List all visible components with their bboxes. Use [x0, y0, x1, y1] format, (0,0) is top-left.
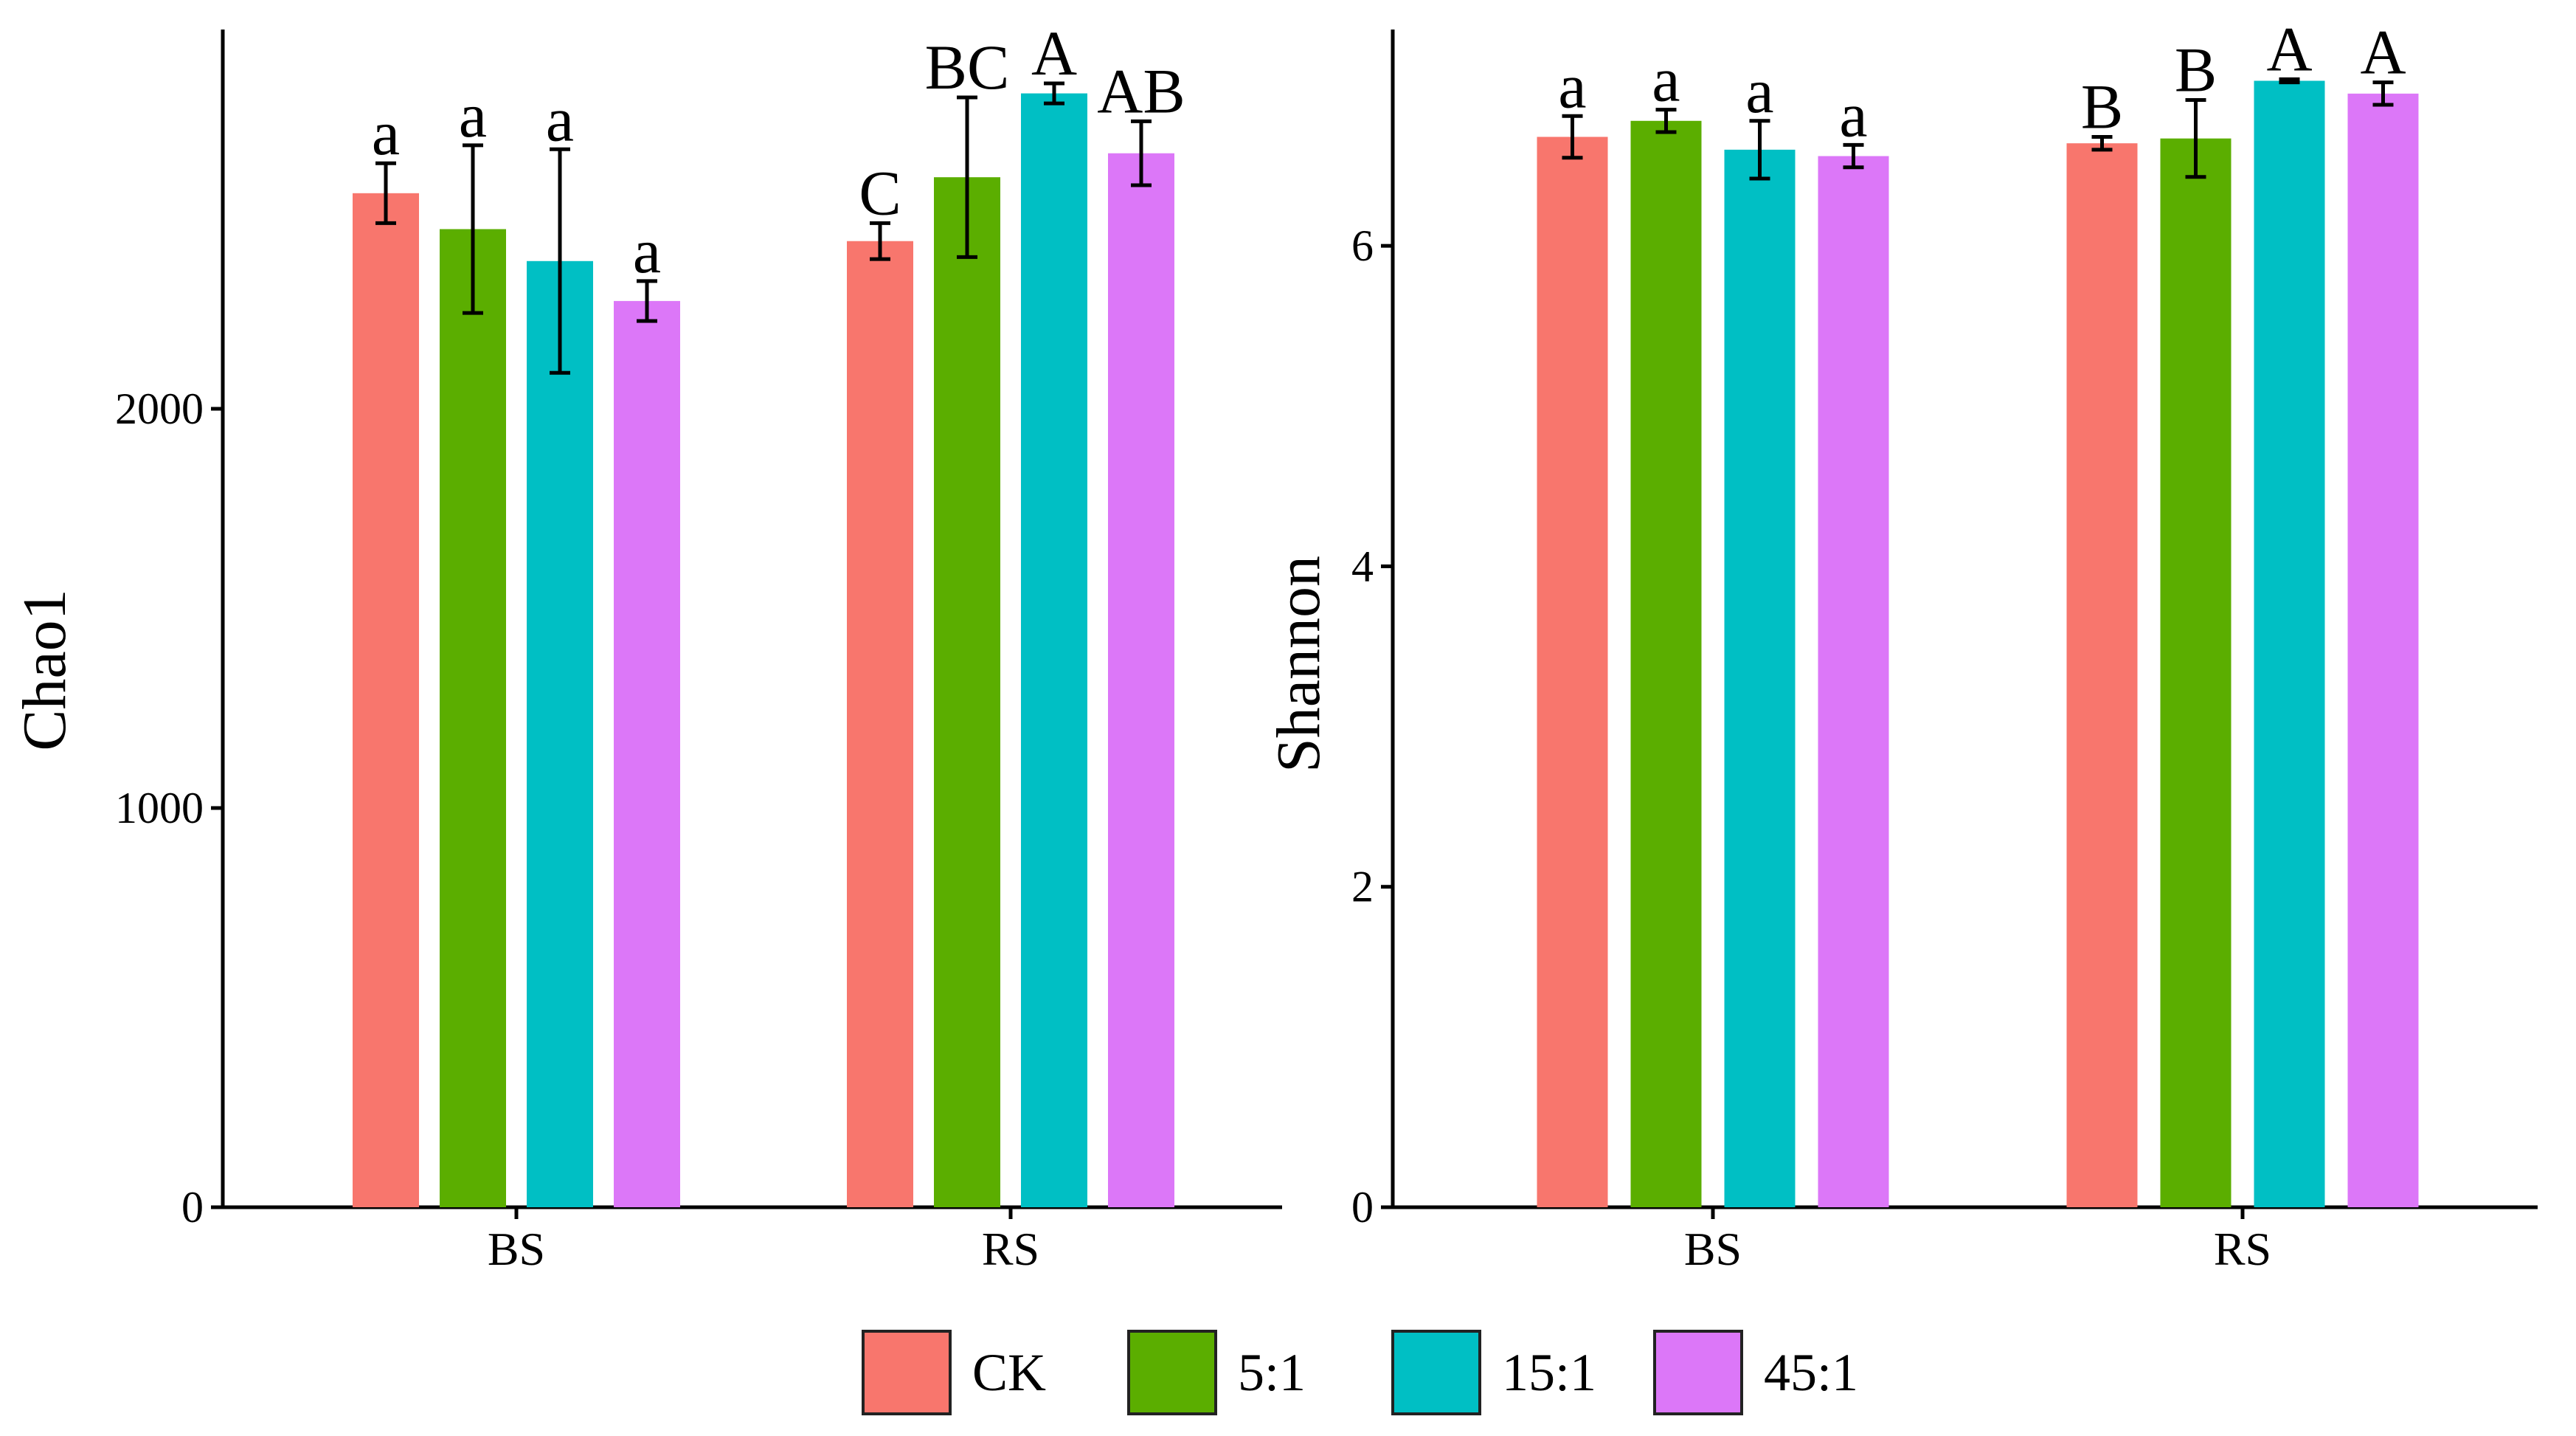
significance-label: a [372, 97, 400, 168]
y-tick-label: 4 [1351, 542, 1374, 590]
y-tick-label: 2 [1351, 863, 1374, 911]
y-tick-label: 1000 [115, 784, 204, 832]
legend-label: 15:1 [1502, 1343, 1596, 1402]
significance-label: B [2175, 35, 2217, 106]
significance-label: A [1031, 18, 1077, 89]
legend-swatch [1391, 1330, 1481, 1415]
significance-label: A [2360, 17, 2406, 88]
bar [1818, 156, 1889, 1208]
bar [1108, 153, 1174, 1208]
bar [847, 241, 913, 1207]
y-axis-title: Shannon [1264, 556, 1333, 773]
significance-label: BC [925, 32, 1010, 103]
bar [440, 229, 506, 1207]
legend-label: CK [972, 1343, 1046, 1402]
bar [2254, 80, 2325, 1207]
bar [614, 300, 680, 1207]
significance-label: a [1839, 79, 1867, 150]
legend-swatch [862, 1330, 952, 1415]
significance-label: a [459, 80, 487, 151]
significance-label: A [2266, 13, 2312, 84]
y-axis-title: Chao1 [10, 589, 79, 750]
y-tick-label: 0 [181, 1183, 204, 1232]
legend-label: 45:1 [1764, 1343, 1858, 1402]
y-tick-label: 0 [1351, 1183, 1374, 1232]
bar [1537, 137, 1608, 1207]
bar [2347, 93, 2419, 1207]
bar [1724, 149, 1796, 1207]
bar [527, 260, 593, 1208]
legend-swatch [1127, 1330, 1217, 1415]
significance-label: a [1652, 44, 1680, 115]
x-tick-label: BS [1684, 1223, 1742, 1275]
legend-label: 5:1 [1238, 1343, 1306, 1402]
bar [353, 193, 419, 1208]
significance-label: a [1558, 50, 1586, 121]
y-tick-label: 2000 [115, 384, 204, 433]
legend: CK 5:1 15:1 45:1 [862, 1330, 1858, 1415]
bar [2160, 138, 2232, 1208]
significance-label: a [633, 215, 661, 286]
bar [2066, 143, 2138, 1208]
bar [1021, 93, 1087, 1207]
bar [934, 177, 1000, 1207]
legend-swatch [1653, 1330, 1743, 1415]
significance-label: AB [1097, 55, 1185, 126]
y-tick-label: 6 [1351, 221, 1374, 270]
significance-label: B [2081, 71, 2123, 142]
x-tick-label: RS [982, 1223, 1039, 1275]
significance-label: a [1745, 55, 1773, 126]
bar [1630, 120, 1702, 1207]
significance-label: C [859, 157, 901, 228]
significance-label: a [546, 83, 574, 154]
x-tick-label: RS [2214, 1223, 2271, 1275]
x-tick-label: BS [488, 1223, 545, 1275]
